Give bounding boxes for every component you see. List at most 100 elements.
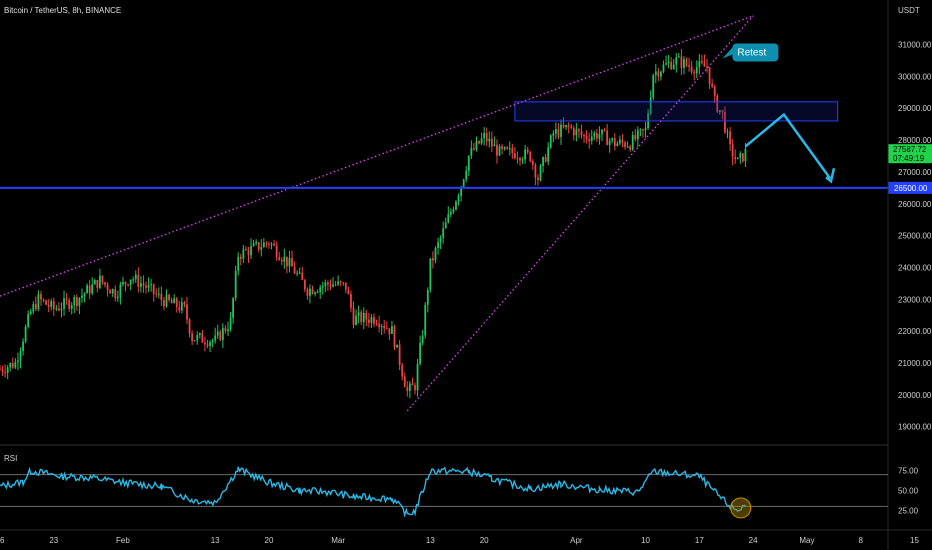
candle-body — [255, 242, 258, 244]
candle-body — [503, 147, 506, 149]
candle-body — [326, 282, 329, 285]
price-tick-label: 21000.00 — [898, 359, 932, 368]
time-tick-label: May — [799, 536, 814, 545]
candle-body — [631, 134, 634, 150]
candle-body — [498, 146, 501, 156]
candle-body — [224, 328, 227, 331]
retest-callout-label: Retest — [737, 47, 766, 58]
candle-body — [470, 148, 473, 156]
candle-body — [598, 134, 601, 139]
candle-body — [703, 62, 706, 67]
candle-body — [726, 131, 729, 133]
time-tick-label: Mar — [331, 536, 345, 545]
candle-body — [316, 292, 319, 294]
candle-body — [42, 299, 45, 301]
candle-body — [232, 298, 235, 318]
candle-body — [567, 124, 570, 127]
candle-body — [621, 139, 624, 143]
candle-body — [81, 295, 83, 298]
candle-body — [383, 326, 386, 329]
retest-callout — [722, 43, 779, 62]
candle-body — [537, 177, 539, 181]
time-axis: 16 23 Feb 13 20 Mar 13 20 Apr 10 17 24 May 8 15 — [0, 529, 932, 545]
candle-body — [24, 326, 27, 342]
candle-body — [280, 259, 283, 262]
candle-body — [557, 129, 560, 137]
candle-body — [426, 289, 429, 305]
time-tick-label: Apr — [570, 536, 583, 545]
candle-body — [155, 293, 158, 295]
candle-body — [250, 246, 252, 256]
candle-body — [293, 266, 296, 274]
candle-body — [480, 138, 483, 144]
candle-body — [667, 61, 670, 64]
candle-body — [601, 129, 603, 135]
candle-body — [165, 294, 168, 307]
candle-body — [278, 257, 281, 260]
candle-body — [654, 71, 657, 76]
candle-body — [677, 56, 680, 58]
candle-body — [183, 302, 186, 305]
candle-body — [572, 127, 575, 136]
candle-body — [242, 249, 245, 259]
candle-body — [421, 335, 424, 343]
price-tick-label: 30000.00 — [898, 72, 932, 81]
candle-body — [508, 148, 511, 150]
candle-body — [388, 328, 391, 334]
candle-body — [460, 186, 462, 196]
time-tick-label: 8 — [858, 536, 863, 545]
candle-body — [457, 195, 460, 202]
candle-body — [206, 344, 209, 346]
candle-body — [78, 297, 81, 306]
candle-body — [178, 307, 181, 311]
time-tick-label: 17 — [695, 536, 704, 545]
candle-body — [339, 281, 342, 283]
candle-body — [332, 284, 334, 287]
candle-body — [473, 148, 475, 150]
candle-body — [298, 272, 301, 274]
time-tick-label: 13 — [426, 536, 435, 545]
candle-body — [744, 149, 747, 162]
candle-body — [521, 159, 524, 161]
candle-body — [0, 369, 1, 371]
candle-body — [193, 340, 196, 342]
candle-body — [401, 365, 404, 377]
candle-body — [542, 157, 544, 166]
candle-body — [565, 124, 568, 128]
candle-body — [239, 256, 242, 259]
chart-title: Bitcoin / TetherUS, 8h, BINANCE — [4, 6, 121, 15]
candle-body — [209, 342, 211, 346]
price-tick-label: 26000.00 — [898, 200, 932, 209]
candle-body — [355, 315, 357, 325]
price-tick-label: 23000.00 — [898, 295, 932, 304]
candle-body — [478, 140, 480, 144]
candle-body — [447, 214, 450, 223]
candle-body — [324, 282, 327, 287]
candle-body — [603, 129, 606, 131]
candle-body — [442, 228, 445, 238]
candle-body — [262, 242, 265, 248]
price-tick-label: 27000.00 — [898, 168, 932, 177]
candle-body — [273, 243, 275, 246]
candle-body — [29, 311, 32, 315]
resistance-zone — [514, 101, 839, 122]
candle-body — [475, 140, 478, 150]
candle-body — [713, 86, 716, 96]
candle-body — [611, 138, 614, 141]
candle-body — [337, 281, 340, 285]
candle-body — [583, 135, 585, 137]
countdown-label: 07:49:19 — [893, 154, 925, 163]
candle-body — [360, 312, 363, 323]
candle-body — [575, 129, 578, 136]
candle-body — [83, 293, 86, 296]
candle-body — [644, 128, 647, 131]
candle-body — [286, 256, 288, 267]
candle-body — [444, 222, 447, 229]
candle-body — [739, 153, 742, 158]
candle-body — [467, 155, 470, 171]
candle-body — [437, 242, 439, 249]
candle-body — [660, 71, 662, 77]
candle-body — [511, 148, 514, 154]
